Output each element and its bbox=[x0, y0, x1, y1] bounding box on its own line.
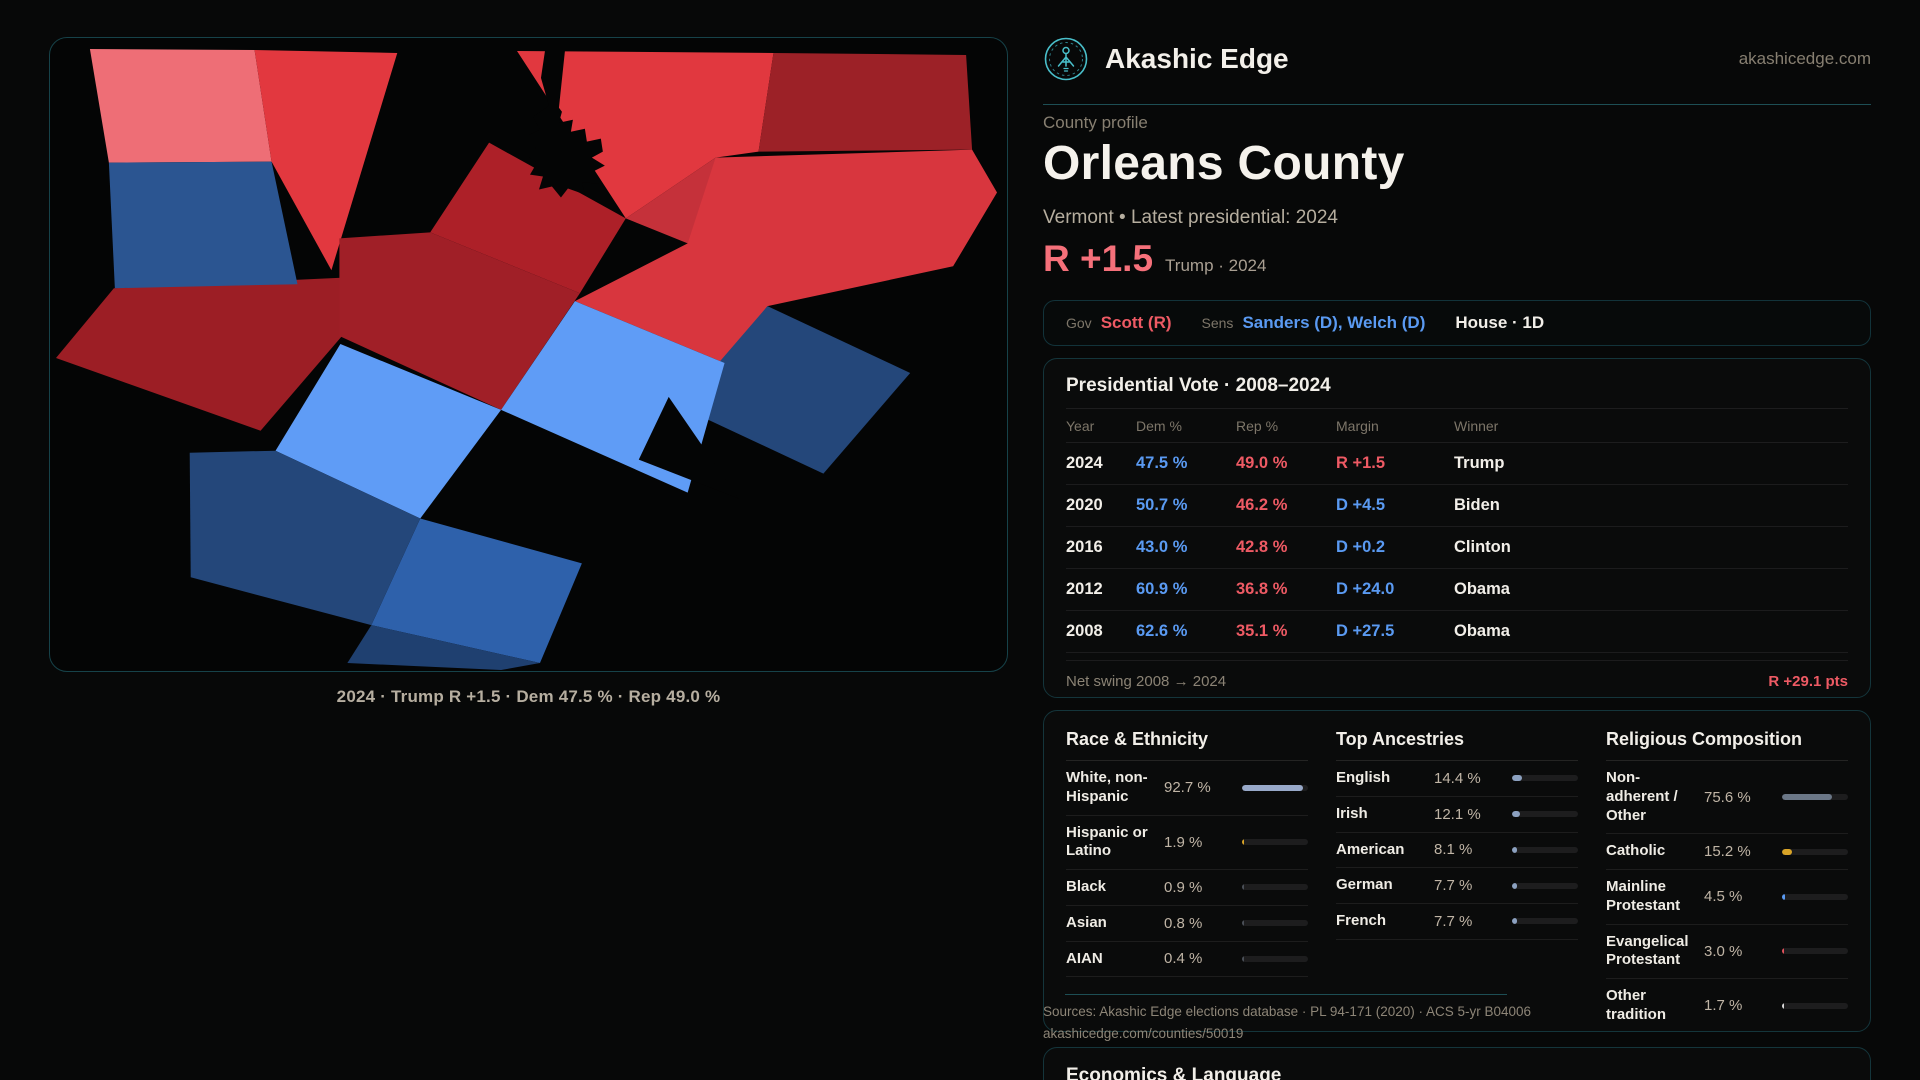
list-item: Irish 12.1 % bbox=[1336, 797, 1578, 833]
page-eyebrow: County profile bbox=[1043, 113, 1148, 132]
brand-name: Akashic Edge bbox=[1105, 43, 1289, 74]
site-domain-link[interactable]: akashicedge.com bbox=[1738, 49, 1871, 68]
stat-bar bbox=[1782, 893, 1848, 900]
list-item: English 14.4 % bbox=[1336, 761, 1578, 797]
col-header-year: Year bbox=[1066, 418, 1095, 434]
list-item: Hispanic or Latino 1.9 % bbox=[1066, 816, 1308, 870]
page-subtitle: Vermont • Latest presidential: 2024 bbox=[1043, 207, 1339, 228]
religion-column-title: Religious Composition bbox=[1606, 729, 1848, 761]
economics-card-title: Economics & Language bbox=[1066, 1065, 1282, 1080]
list-item: Other tradition 1.7 % bbox=[1606, 979, 1848, 1031]
house-value: House · 1D bbox=[1455, 313, 1545, 332]
header-divider bbox=[1043, 104, 1871, 105]
county-shape bbox=[371, 518, 582, 664]
stat-bar bbox=[1242, 784, 1308, 791]
county-shape bbox=[347, 625, 540, 671]
list-item: Evangelical Protestant 3.0 % bbox=[1606, 925, 1848, 979]
list-item: Catholic 15.2 % bbox=[1606, 834, 1848, 870]
county-choropleth-map bbox=[55, 48, 998, 671]
county-shape bbox=[108, 161, 298, 289]
demographics-card: Race & Ethnicity White, non-Hispanic 92.… bbox=[1043, 710, 1871, 1032]
stat-bar bbox=[1512, 882, 1578, 889]
county-shape bbox=[574, 149, 998, 363]
col-header-margin: Margin bbox=[1336, 418, 1379, 434]
presidential-vote-card: Presidential Vote · 2008–2024 Year Dem %… bbox=[1043, 358, 1871, 698]
list-item: American 8.1 % bbox=[1336, 833, 1578, 869]
ancestries-column-title: Top Ancestries bbox=[1336, 729, 1578, 761]
sources-permalink: akashicedge.com/counties/50019 bbox=[1043, 1025, 1244, 1041]
stat-bar bbox=[1782, 848, 1848, 855]
map-cutout-silhouette bbox=[527, 50, 605, 198]
table-row: 2020 50.7 % 46.2 % D +4.5 Biden bbox=[1066, 485, 1848, 527]
economics-language-card: Economics & Language bbox=[1043, 1047, 1871, 1080]
stat-bar bbox=[1242, 884, 1308, 891]
county-shape bbox=[89, 48, 272, 163]
list-item: AIAN 0.4 % bbox=[1066, 942, 1308, 978]
list-item: White, non-Hispanic 92.7 % bbox=[1066, 761, 1308, 816]
county-shape bbox=[254, 49, 398, 271]
county-shape bbox=[517, 50, 774, 219]
site-header: Akashic Edge akashicedge.com bbox=[1043, 30, 1871, 88]
stat-bar bbox=[1782, 794, 1848, 801]
gov-label: Gov bbox=[1066, 315, 1092, 331]
col-header-dem: Dem % bbox=[1136, 418, 1182, 434]
race-column-title: Race & Ethnicity bbox=[1066, 729, 1308, 761]
stat-bar bbox=[1782, 948, 1848, 955]
list-item: Non-adherent / Other 75.6 % bbox=[1606, 761, 1848, 835]
county-map-panel bbox=[49, 37, 1008, 672]
sens-label: Sens bbox=[1201, 315, 1234, 331]
sources-divider bbox=[1065, 994, 1507, 995]
list-item: Mainline Protestant 4.5 % bbox=[1606, 870, 1848, 925]
list-item: Black 0.9 % bbox=[1066, 870, 1308, 906]
county-shape bbox=[430, 142, 626, 294]
ancestries-column: Top Ancestries English 14.4 % Irish 12.1… bbox=[1336, 729, 1578, 1031]
table-row: 2024 47.5 % 49.0 % R +1.5 Trump bbox=[1066, 443, 1848, 485]
net-swing-row: Net swing 2008 → 2024 R +29.1 pts bbox=[1066, 660, 1848, 690]
sources-footnote: Sources: Akashic Edge elections database… bbox=[1043, 1001, 1603, 1045]
table-row: 2016 43.0 % 42.8 % D +0.2 Clinton bbox=[1066, 527, 1848, 569]
presidential-card-title: Presidential Vote · 2008–2024 bbox=[1066, 375, 1848, 409]
sources-line: Sources: Akashic Edge elections database… bbox=[1043, 1004, 1532, 1019]
col-header-winner: Winner bbox=[1454, 418, 1499, 434]
stat-bar bbox=[1512, 918, 1578, 925]
headline-margin-context: Trump · 2024 bbox=[1165, 256, 1267, 275]
map-caption: 2024 · Trump R +1.5 · Dem 47.5 % · Rep 4… bbox=[336, 687, 721, 706]
county-shape bbox=[758, 52, 973, 152]
county-shape bbox=[339, 232, 580, 410]
county-shape bbox=[275, 344, 502, 519]
list-item: German 7.7 % bbox=[1336, 868, 1578, 904]
headline-margin-value: R +1.5 bbox=[1043, 238, 1154, 279]
county-shape bbox=[189, 450, 421, 626]
race-ethnicity-column: Race & Ethnicity White, non-Hispanic 92.… bbox=[1066, 729, 1308, 1031]
table-row: 2012 60.9 % 36.8 % D +24.0 Obama bbox=[1066, 569, 1848, 611]
senators-value: Sanders (D), Welch (D) bbox=[1242, 313, 1426, 332]
presidential-table-header: Year Dem % Rep % Margin Winner bbox=[1066, 409, 1848, 443]
county-shape bbox=[55, 275, 395, 431]
list-item: Asian 0.8 % bbox=[1066, 906, 1308, 942]
officials-bar: Gov Scott (R) Sens Sanders (D), Welch (D… bbox=[1043, 300, 1871, 346]
stat-bar bbox=[1782, 1002, 1848, 1009]
stat-bar bbox=[1242, 920, 1308, 927]
net-swing-value: R +29.1 pts bbox=[1768, 673, 1848, 690]
county-shape bbox=[680, 306, 911, 474]
table-row: 2008 62.6 % 35.1 % D +27.5 Obama bbox=[1066, 611, 1848, 653]
lake-notch bbox=[638, 396, 739, 499]
stat-bar bbox=[1512, 811, 1578, 818]
governor-value: Scott (R) bbox=[1100, 313, 1172, 332]
col-header-rep: Rep % bbox=[1236, 418, 1279, 434]
stat-bar bbox=[1512, 846, 1578, 853]
akashic-edge-logo-icon[interactable] bbox=[1043, 36, 1089, 82]
stat-bar bbox=[1242, 955, 1308, 962]
net-swing-label: Net swing 2008 → 2024 bbox=[1066, 673, 1227, 690]
stat-bar bbox=[1512, 775, 1578, 782]
page-title: Orleans County bbox=[1043, 137, 1405, 190]
list-item: French 7.7 % bbox=[1336, 904, 1578, 940]
religion-column: Religious Composition Non-adherent / Oth… bbox=[1606, 729, 1848, 1031]
headline-margin-block: R +1.5 Trump · 2024 bbox=[1043, 238, 1266, 280]
stat-bar bbox=[1242, 839, 1308, 846]
